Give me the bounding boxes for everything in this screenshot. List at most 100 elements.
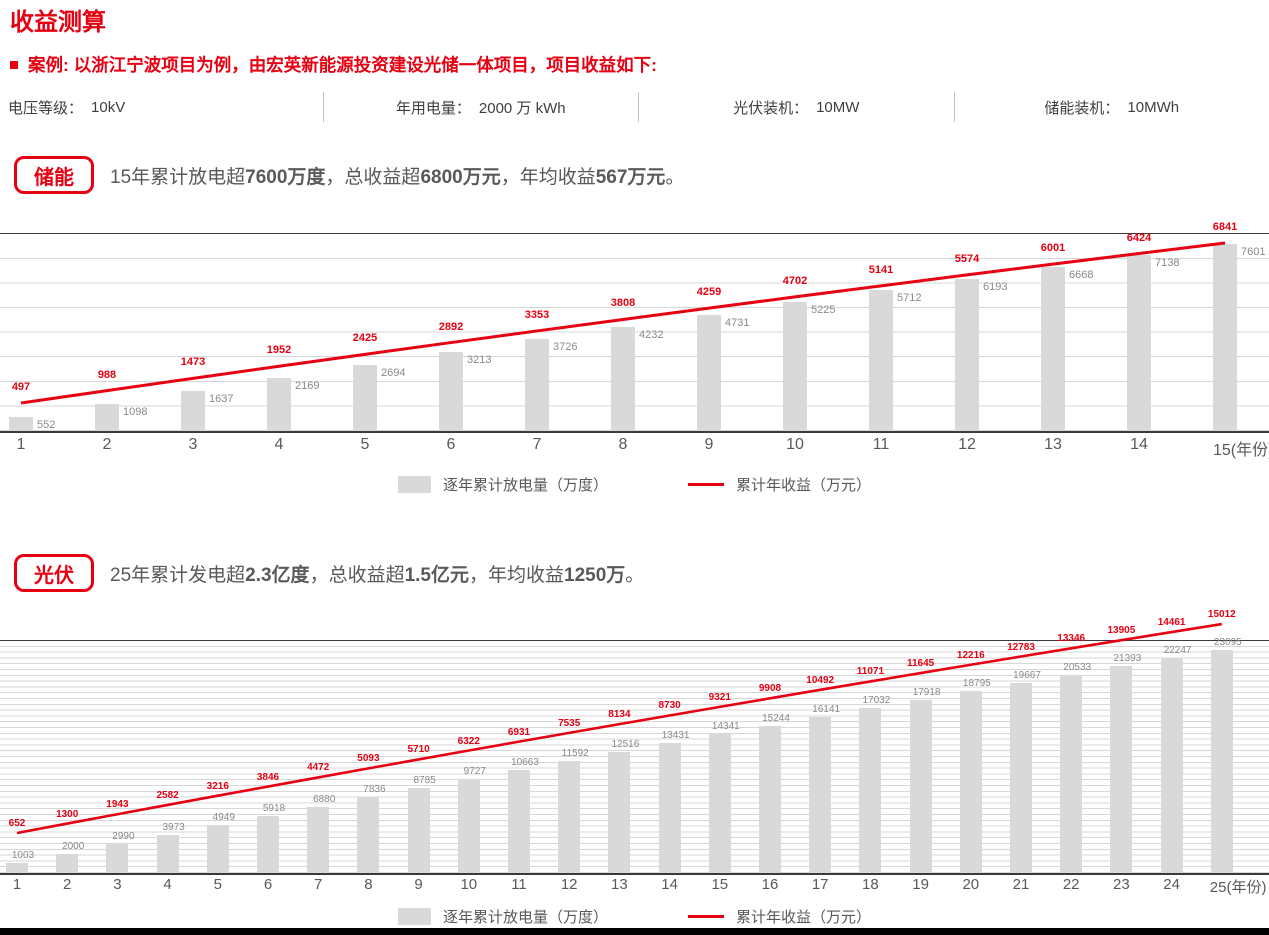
x-axis-label: 9	[704, 436, 714, 453]
x-axis-label: 12	[560, 876, 578, 893]
info-value: 10MWh	[1127, 98, 1180, 116]
bar-year-6	[439, 351, 463, 431]
x-axis-label: 7	[532, 436, 542, 453]
x-axis-label: 4	[163, 876, 172, 893]
line-value-label: 652	[8, 818, 26, 830]
line-value-label: 5141	[868, 263, 894, 276]
info-cell-0: 电压等级： 10kV	[0, 92, 324, 122]
bar-value-label: 552	[37, 419, 56, 431]
storage-headline: 15年累计放电超7600万度，总收益超6800万元，年均收益567万元。	[110, 162, 684, 189]
bar-value-label: 3213	[467, 353, 492, 366]
line-value-label: 497	[11, 380, 31, 393]
x-axis-label: 3	[188, 436, 198, 453]
bar-year-14	[658, 743, 681, 873]
line-value-label: 15012	[1207, 609, 1236, 621]
bar-value-label: 23095	[1213, 636, 1242, 648]
x-axis-label: 5	[360, 436, 370, 453]
x-axis-label: 10	[460, 876, 478, 893]
x-axis-label: 15	[711, 876, 729, 893]
bar-year-20	[959, 691, 982, 873]
x-axis-label: 23	[1113, 876, 1130, 893]
bar-value-label: 5225	[811, 304, 836, 317]
bar-value-label: 2990	[112, 831, 135, 843]
bar-year-25	[1210, 649, 1233, 873]
bar-year-23	[1110, 666, 1133, 873]
x-axis-label: 5	[213, 876, 222, 893]
x-axis-label: 8	[618, 436, 628, 453]
x-axis-label: 14	[661, 876, 678, 893]
bar-year-7	[525, 339, 549, 431]
info-label: 年用电量：	[395, 99, 471, 117]
bar-value-label: 2169	[295, 379, 320, 392]
line-value-label: 5574	[954, 252, 980, 265]
bar-year-19	[909, 699, 932, 873]
bar-year-13	[1041, 266, 1065, 431]
info-value: 10kV	[91, 98, 126, 116]
bar-value-label: 5712	[897, 292, 922, 305]
x-axis-label: 1	[16, 436, 26, 453]
headline-segment: 25年累计发电超	[110, 564, 246, 586]
bar-year-13	[608, 752, 631, 873]
info-cell-2: 光伏装机： 10MW	[639, 92, 955, 122]
storage-chart-x-axis: 1 2 3 4 5 6 7 8 9 10 11 12 13 14 15(年份)	[0, 436, 1269, 460]
bar-value-label: 4232	[639, 328, 664, 341]
line-value-label: 2892	[438, 320, 464, 333]
x-axis-label: 7	[314, 876, 323, 893]
line-value-label: 4259	[696, 286, 722, 299]
bar-year-4	[267, 377, 291, 431]
bar-value-label: 1003	[11, 850, 35, 862]
bar-year-1	[6, 863, 28, 873]
bar-value-label: 6193	[983, 280, 1008, 293]
line-value-label: 6001	[1040, 242, 1066, 255]
x-axis-label: 2	[63, 876, 72, 893]
x-axis-label: 10	[786, 436, 804, 453]
bar-value-label: 7138	[1155, 257, 1180, 270]
info-cell-3: 储能装机： 10MWh	[955, 92, 1269, 122]
bar-legend-swatch	[397, 476, 431, 493]
line-value-label: 1300	[56, 808, 79, 820]
headline-segment: 1250万	[564, 564, 626, 586]
bar-year-2	[56, 853, 79, 873]
line-value-label: 4702	[782, 274, 808, 287]
section-header-pv: 光伏 25年累计发电超2.3亿度，总收益超1.5亿元，年均收益1250万。	[14, 554, 644, 592]
bar-legend-label: 逐年累计放电量（万度）	[442, 477, 608, 494]
x-axis-label: 11	[872, 436, 890, 453]
bullet-square-icon	[10, 60, 18, 69]
bar-year-3	[181, 390, 205, 431]
x-axis-label: 1	[12, 876, 22, 893]
line-value-label: 2425	[352, 332, 378, 345]
bar-year-9	[407, 788, 430, 873]
bar-legend-swatch	[397, 908, 431, 925]
bar-year-1	[9, 417, 33, 431]
headline-segment: 1.5亿元	[404, 564, 469, 586]
bar-value-label: 6668	[1069, 268, 1094, 281]
bar-year-14	[1127, 255, 1151, 431]
line-value-label: 1952	[266, 344, 292, 357]
bar-year-18	[859, 708, 882, 873]
x-axis-label: 17	[811, 876, 829, 893]
x-axis-label: 3	[113, 876, 122, 893]
storage-badge: 储能	[14, 156, 94, 194]
line-value-label: 3353	[524, 308, 550, 321]
bar-year-9	[697, 314, 721, 431]
x-axis-label: 21	[1012, 876, 1030, 893]
bar-value-label: 3973	[162, 821, 185, 833]
x-axis-label: 4	[274, 436, 284, 453]
line-value-label: 988	[97, 368, 117, 381]
storage-chart-legend: 逐年累计放电量（万度） 累计年收益（万元）	[0, 474, 1269, 495]
bar-year-21	[1010, 682, 1032, 873]
bar-year-17	[809, 716, 832, 873]
bar-value-label: 4731	[725, 316, 750, 329]
bar-value-label: 1098	[123, 405, 148, 418]
bar-year-5	[206, 825, 229, 873]
bar-year-7	[307, 806, 330, 873]
line-legend-label: 累计年收益（万元）	[736, 477, 872, 494]
headline-segment: 。	[625, 564, 645, 586]
bar-year-11	[869, 290, 893, 431]
x-axis-label: 20	[962, 876, 980, 893]
bottom-black-bar	[0, 928, 1269, 935]
x-axis-label: 6	[263, 876, 273, 893]
bar-year-11	[508, 769, 530, 873]
info-bar: 电压等级： 10kV 年用电量： 2000 万 kWh 光伏装机： 10MW 储能装机： 10…	[0, 92, 1269, 122]
x-axis-label: 14	[1130, 436, 1148, 453]
